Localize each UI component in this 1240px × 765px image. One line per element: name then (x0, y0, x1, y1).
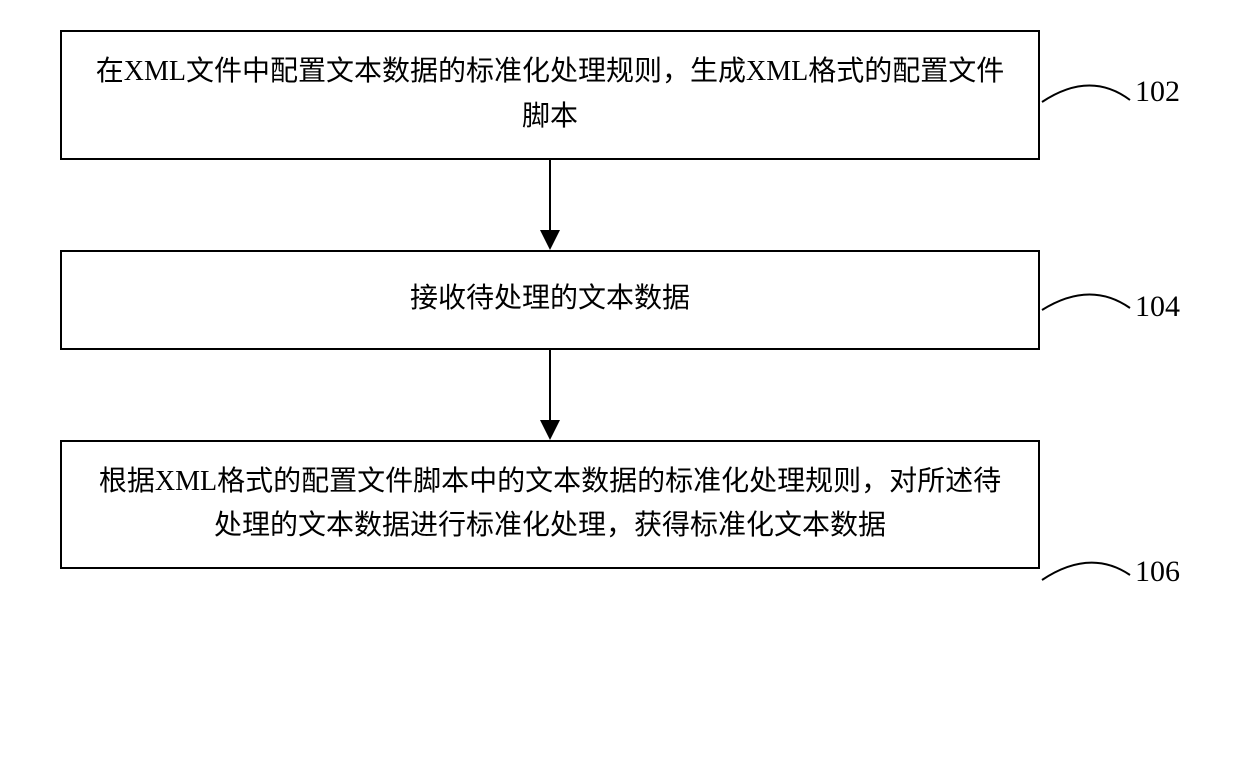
flow-step-text: 接收待处理的文本数据 (92, 277, 1008, 322)
step-label-102: 102 (1135, 75, 1180, 109)
arrow-head-icon (540, 420, 560, 440)
flow-arrow (60, 350, 1040, 440)
arrow-line (549, 350, 551, 420)
arrow-line (549, 160, 551, 230)
flow-step-104: 接收待处理的文本数据 (60, 250, 1040, 350)
arrow-head-icon (540, 230, 560, 250)
flow-step-106: 根据XML格式的配置文件脚本中的文本数据的标准化处理规则，对所述待处理的文本数据… (60, 440, 1040, 570)
flow-step-text: 在XML文件中配置文本数据的标准化处理规则，生成XML格式的配置文件脚本 (92, 50, 1008, 140)
flow-step-102: 在XML文件中配置文本数据的标准化处理规则，生成XML格式的配置文件脚本 (60, 30, 1040, 160)
step-label-104: 104 (1135, 290, 1180, 324)
flow-step-text: 根据XML格式的配置文件脚本中的文本数据的标准化处理规则，对所述待处理的文本数据… (92, 460, 1008, 550)
flowchart-container: 在XML文件中配置文本数据的标准化处理规则，生成XML格式的配置文件脚本 接收待… (60, 30, 1040, 569)
step-label-106: 106 (1135, 555, 1180, 589)
flow-arrow (60, 160, 1040, 250)
